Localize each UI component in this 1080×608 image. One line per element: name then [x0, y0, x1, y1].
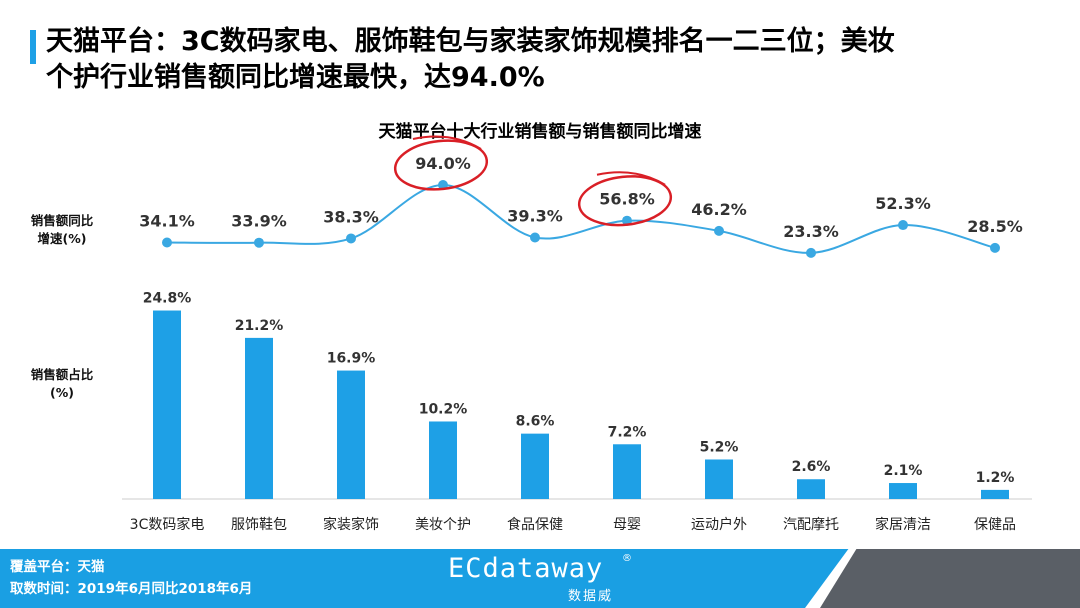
growth-value-label-8: 23.3%	[783, 222, 839, 241]
growth-point-9	[898, 220, 908, 231]
bar-value-label-5: 8.6%	[516, 414, 555, 430]
growth-value-label-6: 56.8%	[599, 190, 655, 209]
footer-band: 覆盖平台：天猫 取数时间：2019年6月同比2018年6月 ECdataway …	[0, 549, 1080, 608]
growth-value-label-10: 28.5%	[967, 217, 1023, 236]
growth-point-1	[162, 237, 172, 248]
bar-value-label-1: 24.8%	[143, 291, 192, 307]
growth-value-label-3: 38.3%	[323, 207, 379, 226]
growth-point-7	[714, 225, 724, 236]
growth-value-label-9: 52.3%	[875, 194, 931, 213]
bar-value-label-2: 21.2%	[235, 318, 284, 334]
growth-value-label-4: 94.0%	[415, 154, 471, 173]
bar-8	[797, 479, 825, 499]
category-label-4: 美妆个护	[415, 517, 471, 533]
category-label-5: 食品保健	[507, 516, 563, 533]
growth-axis-label: 销售额同比 增速(%)	[20, 212, 104, 248]
category-label-6: 母婴	[613, 517, 641, 533]
growth-value-label-1: 34.1%	[139, 212, 195, 231]
category-label-9: 家居清洁	[875, 516, 931, 533]
bar-value-label-4: 10.2%	[419, 401, 468, 417]
bar-3	[337, 370, 365, 499]
category-label-2: 服饰鞋包	[231, 517, 287, 533]
bar-4	[429, 421, 457, 499]
slide-title: 天猫平台：3C数码家电、服饰鞋包与家装家饰规模排名一二三位；美妆 个护行业销售额…	[46, 24, 1056, 96]
growth-axis-label-line1: 销售额同比	[30, 213, 94, 228]
growth-point-10	[990, 242, 1000, 253]
bar-7	[705, 459, 733, 499]
growth-point-8	[806, 247, 816, 258]
bar-value-label-9: 2.1%	[884, 463, 923, 479]
bar-value-label-6: 7.2%	[608, 424, 647, 440]
bar-10	[981, 489, 1009, 499]
category-label-8: 汽配摩托	[783, 516, 839, 533]
category-label-3: 家装家饰	[323, 516, 379, 533]
bar-9	[889, 483, 917, 499]
slide-title-line2: 个护行业销售额同比增速最快，达94.0%	[46, 62, 545, 93]
bar-value-label-10: 1.2%	[976, 470, 1015, 486]
growth-point-3	[346, 233, 356, 244]
bar-5	[521, 433, 549, 499]
combo-chart: 24.8% 21.2% 16.9% 10.2% 8.6% 7.2% 5.2% 2.6% 2.1%…	[122, 135, 1032, 533]
bar-value-label-8: 2.6%	[792, 459, 831, 475]
brand-registered-mark: ®	[622, 553, 632, 564]
growth-value-label-2: 33.9%	[231, 212, 287, 231]
share-axis-label-line2: (%)	[50, 385, 74, 400]
growth-point-2	[254, 237, 264, 248]
bar-1	[153, 310, 181, 499]
highlight-circle-1	[393, 139, 489, 191]
category-label-7: 运动户外	[691, 516, 747, 533]
growth-value-label-5: 39.3%	[507, 207, 563, 226]
category-label-1: 3C数码家电	[130, 516, 205, 533]
brand-subtitle: 数据威	[568, 589, 614, 604]
footer-platform: 覆盖平台：天猫	[10, 559, 105, 575]
footer-gray-panel	[820, 549, 1080, 608]
highlight-stroke-1	[412, 135, 482, 150]
highlight-circle-2	[577, 175, 673, 227]
share-axis-label-line1: 销售额占比	[30, 367, 94, 382]
title-accent-bar	[30, 30, 36, 64]
bar-value-label-7: 5.2%	[700, 439, 739, 455]
highlight-stroke-2	[596, 171, 666, 186]
share-axis-label: 销售额占比 (%)	[20, 366, 104, 402]
category-label-10: 保健品	[974, 517, 1016, 533]
growth-line	[166, 183, 996, 254]
brand-logo-text: ECdataway	[448, 553, 604, 584]
footer-period: 取数时间：2019年6月同比2018年6月	[10, 581, 253, 597]
slide-title-line1: 天猫平台：3C数码家电、服饰鞋包与家装家饰规模排名一二三位；美妆	[46, 26, 895, 57]
growth-point-5	[530, 232, 540, 243]
bar-value-label-3: 16.9%	[327, 351, 376, 367]
bar-6	[613, 444, 641, 499]
growth-axis-label-line2: 增速(%)	[37, 231, 87, 246]
growth-value-label-7: 46.2%	[691, 200, 747, 219]
chart-title: 天猫平台十大行业销售额与销售额同比增速	[378, 122, 702, 142]
bar-2	[245, 337, 273, 499]
